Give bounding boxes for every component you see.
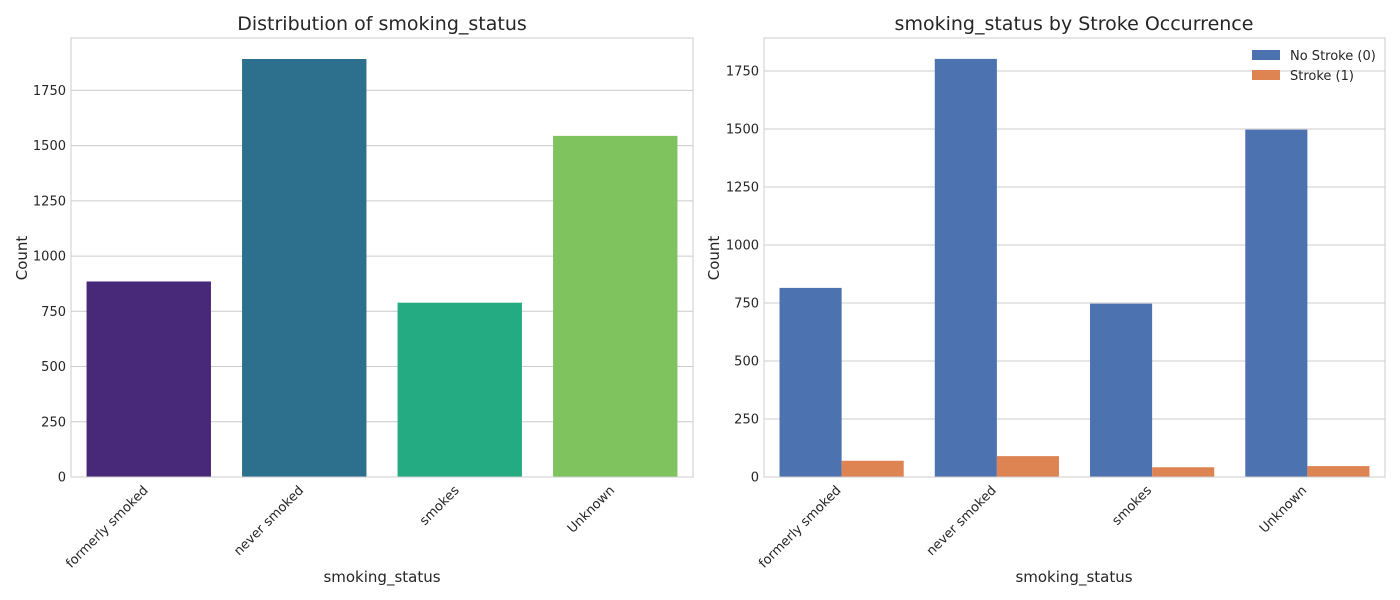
bar-stroke (996, 456, 1059, 477)
stroke-occurrence-chart: smoking_status by Stroke Occurrence 0 250… (705, 13, 1386, 587)
x-tick-label: formerly smoked (63, 483, 151, 571)
y-axis-label: Count (13, 236, 31, 281)
x-tick-labels: formerly smoked never smoked smokes Unknown (63, 483, 618, 571)
x-tick-label: formerly smoked (756, 483, 844, 571)
plot-frame (763, 37, 1386, 478)
y-tick-label: 0 (58, 471, 66, 486)
bar (397, 302, 522, 477)
plot-frame (70, 37, 694, 478)
y-tick-label: 1250 (33, 194, 66, 209)
x-tick-label: Unknown (1257, 483, 1310, 536)
y-tick-label: 500 (734, 354, 759, 369)
x-tick-label: smokes (417, 483, 463, 529)
bar-no-stroke (779, 287, 842, 477)
distribution-chart: Distribution of smoking_status 0 250 500 75… (13, 13, 694, 587)
legend-swatch (1252, 70, 1280, 80)
y-tick-label: 750 (734, 296, 759, 311)
x-tick-labels: formerly smoked never smoked smokes Unknown (756, 483, 1310, 571)
bar-stroke (1152, 467, 1215, 477)
y-tick-label: 0 (751, 471, 759, 486)
bar (553, 135, 678, 477)
x-tick-label: never smoked (231, 483, 307, 559)
bar-no-stroke (934, 58, 997, 478)
legend-label: Stroke (1) (1290, 69, 1354, 84)
y-tick-label: 1250 (726, 180, 759, 195)
y-tick-label: 500 (41, 360, 66, 375)
bar-no-stroke (1245, 129, 1308, 478)
y-tick-labels: 0 250 500 750 1000 1250 1500 1750 (33, 84, 66, 486)
y-tick-label: 1750 (33, 84, 66, 99)
bars (86, 58, 678, 478)
bars (779, 58, 1370, 478)
x-axis-label: smoking_status (1015, 568, 1132, 587)
y-tick-labels: 0 250 500 750 1000 1250 1500 1750 (726, 64, 759, 485)
legend-label: No Stroke (0) (1290, 49, 1376, 64)
y-tick-label: 750 (41, 305, 66, 320)
chart-title: Distribution of smoking_status (237, 13, 527, 35)
y-tick-label: 1000 (33, 250, 66, 265)
y-axis-label: Count (705, 236, 723, 281)
x-tick-label: never smoked (924, 483, 1000, 559)
legend-swatch (1252, 50, 1280, 60)
y-tick-label: 1750 (726, 64, 759, 79)
x-axis-label: smoking_status (323, 568, 440, 587)
y-tick-label: 1500 (33, 139, 66, 154)
legend: No Stroke (0) Stroke (1) (1252, 49, 1376, 84)
y-tick-label: 250 (734, 412, 759, 427)
bar-no-stroke (1090, 303, 1153, 477)
x-tick-label: smokes (1110, 483, 1156, 529)
bar-stroke (1307, 466, 1370, 477)
bar (242, 58, 367, 478)
x-tick-label: Unknown (565, 483, 618, 536)
chart-title: smoking_status by Stroke Occurrence (895, 13, 1254, 35)
bar-stroke (841, 460, 904, 477)
y-tick-label: 250 (41, 415, 66, 430)
y-tick-label: 1000 (726, 238, 759, 253)
bar (86, 281, 211, 477)
y-tick-label: 1500 (726, 122, 759, 137)
